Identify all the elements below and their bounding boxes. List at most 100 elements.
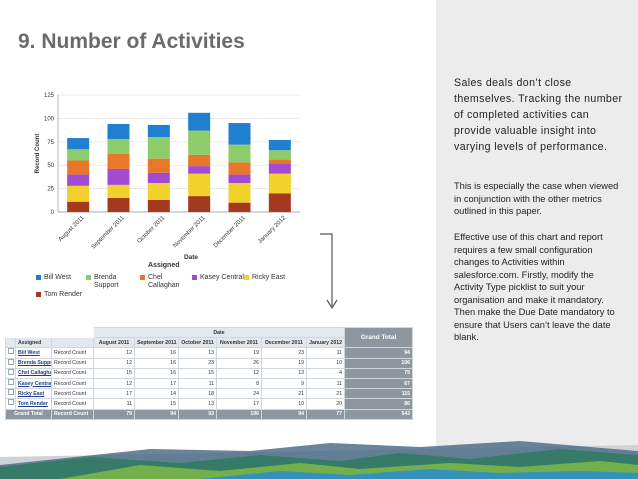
metric-cell: Record Count — [50, 357, 95, 369]
y-tick-label: 75 — [47, 140, 54, 146]
slide-title: 9. Number of Activities — [18, 30, 245, 53]
assignee-link[interactable]: Ricky East — [15, 388, 52, 400]
value-cell: 11 — [306, 377, 346, 390]
grand-total-value: 94 — [134, 408, 180, 420]
value-cell: 11 — [93, 398, 136, 410]
x-tick-label: January 2012 — [257, 215, 287, 245]
grand-total-value: 543 — [344, 408, 414, 420]
bar-segment — [188, 196, 211, 212]
x-axis-title: Date — [184, 254, 198, 261]
table-row: Kasey Central Record Count 12 17 11 8 9 … — [5, 377, 414, 390]
checkbox-icon[interactable] — [8, 348, 14, 355]
value-cell: 12 — [93, 357, 136, 369]
value-cell: 16 — [134, 367, 180, 379]
value-cell: 26 — [216, 357, 263, 369]
month-header: January 2012 — [306, 337, 346, 349]
value-cell: 23 — [178, 357, 218, 369]
checkbox-icon[interactable] — [8, 389, 14, 396]
value-cell: 23 — [261, 347, 308, 359]
assigned-header: Assigned — [15, 337, 52, 349]
row-checkbox[interactable] — [5, 388, 16, 400]
bar-segment — [228, 182, 251, 203]
value-cell: 14 — [134, 388, 180, 400]
row-total-cell: 67 — [344, 377, 414, 390]
y-tick-label: 0 — [51, 210, 55, 216]
grand-total-label: Grand Total — [5, 408, 52, 420]
bar-segment — [147, 172, 170, 183]
y-tick-label: 100 — [44, 116, 55, 122]
bar-segment — [188, 166, 211, 174]
legend-label: Bill West — [44, 274, 72, 281]
bar-segment — [268, 139, 291, 151]
row-checkbox[interactable] — [5, 367, 16, 379]
intro-paragraph: Sales deals don’t close themselves. Trac… — [454, 77, 623, 153]
checkbox-icon[interactable] — [8, 369, 14, 375]
value-cell: 16 — [134, 357, 180, 369]
assignee-link[interactable]: Kasey Central — [15, 377, 52, 390]
metric-cell: Record Count — [50, 347, 95, 359]
value-cell: 10 — [261, 398, 308, 410]
configuration-paragraph: Effective use of this chart and report r… — [454, 232, 615, 342]
legend-title: Assigned — [148, 262, 180, 269]
activities-bar-chart: 0 25 50 75 100 125 Record Count Date August 2011… — [35, 93, 300, 261]
row-checkbox[interactable] — [5, 347, 16, 359]
chart-legend: Assigned Bill West Brenda Support Chel C… — [30, 262, 320, 312]
bar-segment — [107, 153, 130, 169]
x-tick-label: August 2011 — [58, 215, 86, 243]
value-cell: 24 — [216, 388, 263, 400]
legend-label: Ricky East — [252, 274, 286, 281]
y-tick-label: 25 — [47, 187, 54, 193]
row-total-cell: 86 — [344, 398, 414, 410]
down-arrow-icon — [320, 233, 338, 310]
grand-total-value: 93 — [178, 408, 218, 420]
bar-segment — [188, 154, 211, 167]
bar-segment — [67, 160, 90, 175]
value-cell: 15 — [93, 367, 136, 379]
metric-cell: Record Count — [50, 398, 95, 410]
table-row: Chel Callaghan Record Count 15 16 15 12 … — [5, 367, 414, 379]
checkbox-icon[interactable] — [8, 359, 14, 365]
value-cell: 13 — [178, 347, 218, 359]
value-cell: 12 — [93, 377, 136, 390]
row-checkbox[interactable] — [5, 357, 16, 369]
report-header-row-2: Assigned August 2011 September 2011 Octo… — [5, 337, 413, 349]
checkbox-icon[interactable] — [8, 379, 14, 386]
assignee-link[interactable]: Brenda Support — [15, 357, 52, 369]
bar-segment — [268, 173, 291, 194]
legend-swatch — [36, 275, 41, 280]
value-cell: 13 — [178, 398, 218, 410]
assignee-link[interactable]: Chel Callaghan — [15, 367, 52, 379]
row-checkbox[interactable] — [5, 377, 16, 390]
legend-swatch — [36, 292, 41, 297]
row-checkbox[interactable] — [5, 398, 16, 410]
bar-segment — [107, 138, 130, 154]
row-total-cell: 106 — [344, 357, 414, 369]
x-tick-label: November 2011 — [172, 215, 207, 250]
value-cell: 17 — [216, 398, 263, 410]
date-header: Date — [93, 326, 346, 339]
value-cell: 18 — [178, 388, 218, 400]
bar-segment — [107, 124, 130, 139]
x-tick-label: September 2011 — [91, 215, 127, 251]
assignee-link[interactable]: Tom Render — [15, 398, 52, 410]
month-header: August 2011 — [93, 337, 136, 349]
checkbox-icon[interactable] — [8, 399, 14, 406]
legend-swatch — [140, 275, 145, 280]
value-cell: 21 — [306, 388, 346, 400]
assignee-link[interactable]: Bill West — [15, 347, 52, 359]
footer-decoration — [0, 441, 638, 479]
bar-segment — [147, 158, 170, 173]
month-header: September 2011 — [134, 337, 180, 349]
value-cell: 17 — [134, 377, 180, 390]
value-cell: 21 — [261, 388, 308, 400]
month-header: November 2011 — [216, 337, 263, 349]
table-row: Tom Render Record Count 11 15 13 17 10 2… — [5, 398, 414, 410]
bar-segment — [67, 201, 90, 212]
grand-total-row: Grand Total Record Count 79 94 93 106 94… — [5, 408, 414, 420]
bar-segment — [188, 130, 211, 155]
legend-label: Brenda Support — [94, 274, 119, 289]
grand-total-value: 106 — [216, 408, 263, 420]
metric-cell: Record Count — [50, 408, 95, 420]
legend-label: Kasey Central — [200, 274, 244, 281]
legend-swatch — [244, 275, 249, 280]
